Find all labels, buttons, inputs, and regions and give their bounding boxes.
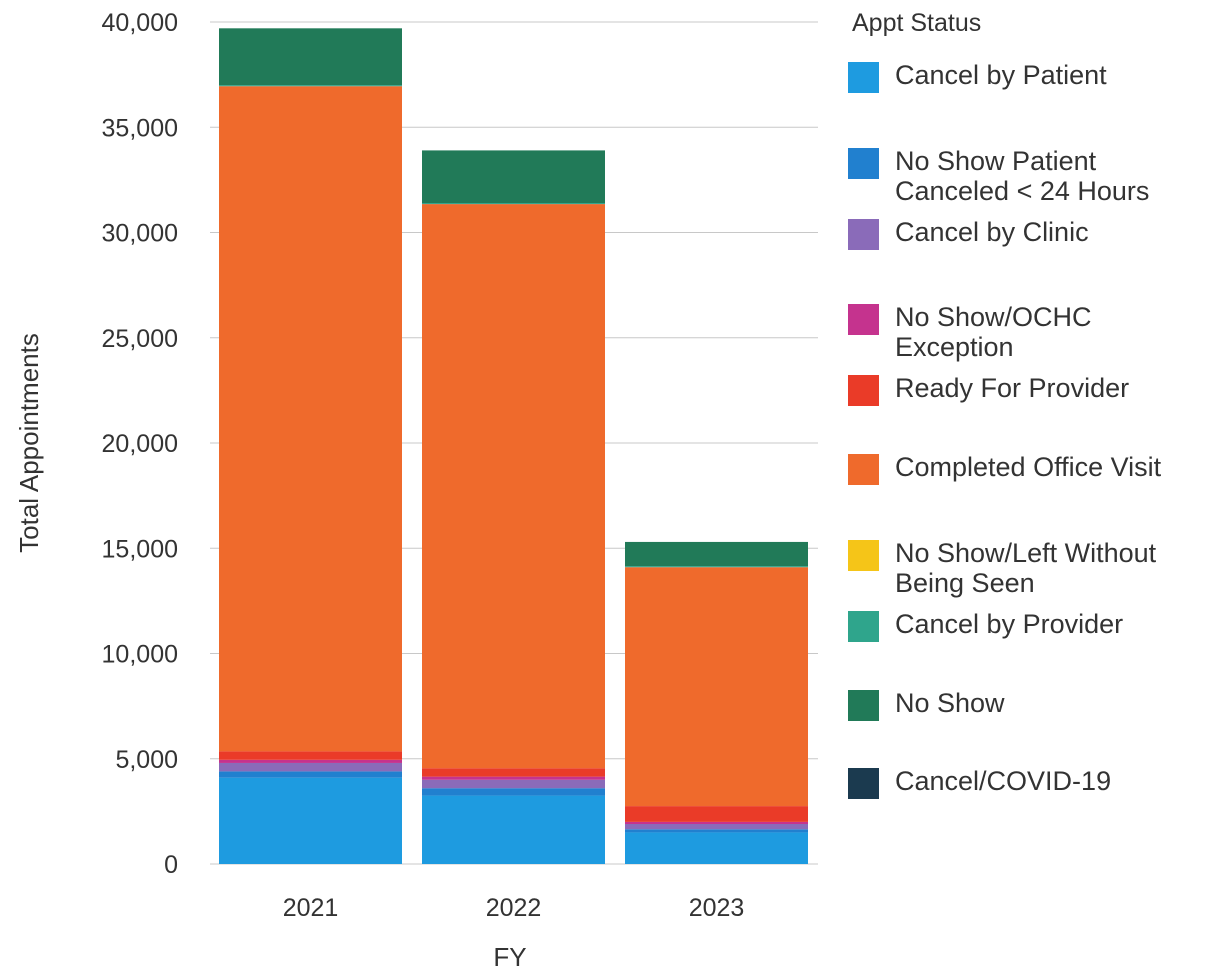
- y-tick-label: 25,000: [102, 325, 178, 353]
- bar-segment: [625, 832, 808, 864]
- bar-segment: [219, 762, 402, 772]
- bar-segment: [219, 86, 402, 752]
- bar-segment: [422, 776, 605, 780]
- bar-segment: [219, 751, 402, 760]
- legend-label: Cancel by Clinic: [895, 217, 1089, 247]
- bar-segment: [625, 567, 808, 807]
- y-tick-label: 10,000: [102, 641, 178, 669]
- legend-swatch: [848, 540, 879, 571]
- bar-segment: [219, 759, 402, 763]
- legend-label: Cancel/COVID-19: [895, 766, 1112, 796]
- bar-segment: [219, 85, 402, 87]
- bar-segment: [422, 150, 605, 204]
- legend-item: Ready For Provider: [848, 373, 1203, 406]
- legend-swatch: [848, 611, 879, 642]
- legend-label: No Show/OCHC Exception: [895, 302, 1092, 362]
- bar-segment: [422, 768, 605, 777]
- x-tick-label: 2023: [689, 894, 745, 922]
- bar-segment: [625, 566, 808, 568]
- legend-swatch: [848, 768, 879, 799]
- y-tick-label: 15,000: [102, 535, 178, 563]
- bar-segment: [422, 204, 605, 769]
- legend-item: Cancel by Provider: [848, 609, 1203, 642]
- y-tick-label: 0: [164, 851, 178, 879]
- y-tick-label: 40,000: [102, 9, 178, 37]
- legend-label: Cancel by Patient: [895, 60, 1107, 90]
- legend-swatch: [848, 219, 879, 250]
- y-tick-label: 35,000: [102, 114, 178, 142]
- bar-segment: [625, 829, 808, 833]
- legend-label: Completed Office Visit: [895, 452, 1162, 482]
- bar-segment: [219, 777, 402, 864]
- legend-item: No Show Patient Canceled < 24 Hours: [848, 146, 1203, 206]
- bar-segment: [422, 203, 605, 205]
- legend-item: Cancel by Clinic: [848, 217, 1203, 250]
- x-axis-title: FY: [493, 942, 526, 972]
- legend-item: No Show/OCHC Exception: [848, 302, 1203, 362]
- x-axis-ticks: 2021 2022 2023: [283, 894, 745, 922]
- y-tick-label: 30,000: [102, 220, 178, 248]
- y-axis-title: Total Appointments: [14, 333, 44, 553]
- legend-label: Cancel by Provider: [895, 609, 1124, 639]
- legend-item: No Show: [848, 688, 1203, 721]
- legend-label: No Show/Left Without Being Seen: [895, 538, 1157, 598]
- legend-label: No Show Patient Canceled < 24 Hours: [895, 146, 1150, 206]
- y-axis-ticks: 0 5,000 10,000 15,000 20,000 25,000 30,000 35,0…: [102, 9, 178, 879]
- y-tick-label: 5,000: [115, 746, 178, 774]
- bars: [219, 28, 808, 864]
- bar-segment: [625, 806, 808, 822]
- legend-swatch: [848, 454, 879, 485]
- legend-swatch: [848, 690, 879, 721]
- y-tick-label: 20,000: [102, 430, 178, 458]
- x-tick-label: 2021: [283, 894, 339, 922]
- legend-swatch: [848, 148, 879, 179]
- bar-segment: [625, 541, 808, 567]
- bar-segment: [422, 788, 605, 796]
- bar-segment: [422, 795, 605, 864]
- x-tick-label: 2022: [486, 894, 542, 922]
- legend-item: Cancel/COVID-19: [848, 766, 1203, 799]
- legend-swatch: [848, 62, 879, 93]
- legend: Appt Status Cancel by Patient No Show Pat…: [848, 4, 1203, 799]
- legend-item: No Show/Left Without Being Seen: [848, 538, 1203, 598]
- bar-segment: [625, 821, 808, 825]
- legend-label: No Show: [895, 688, 1005, 718]
- legend-title: Appt Status: [852, 9, 982, 37]
- legend-item: Cancel by Patient: [848, 60, 1203, 93]
- bar-segment: [219, 771, 402, 778]
- legend-item: Completed Office Visit: [848, 452, 1203, 485]
- bar-segment: [625, 824, 808, 830]
- legend-swatch: [848, 304, 879, 335]
- legend-swatch: [848, 375, 879, 406]
- legend-label: Ready For Provider: [895, 373, 1130, 403]
- bar-segment: [219, 28, 402, 86]
- bar-segment: [422, 779, 605, 789]
